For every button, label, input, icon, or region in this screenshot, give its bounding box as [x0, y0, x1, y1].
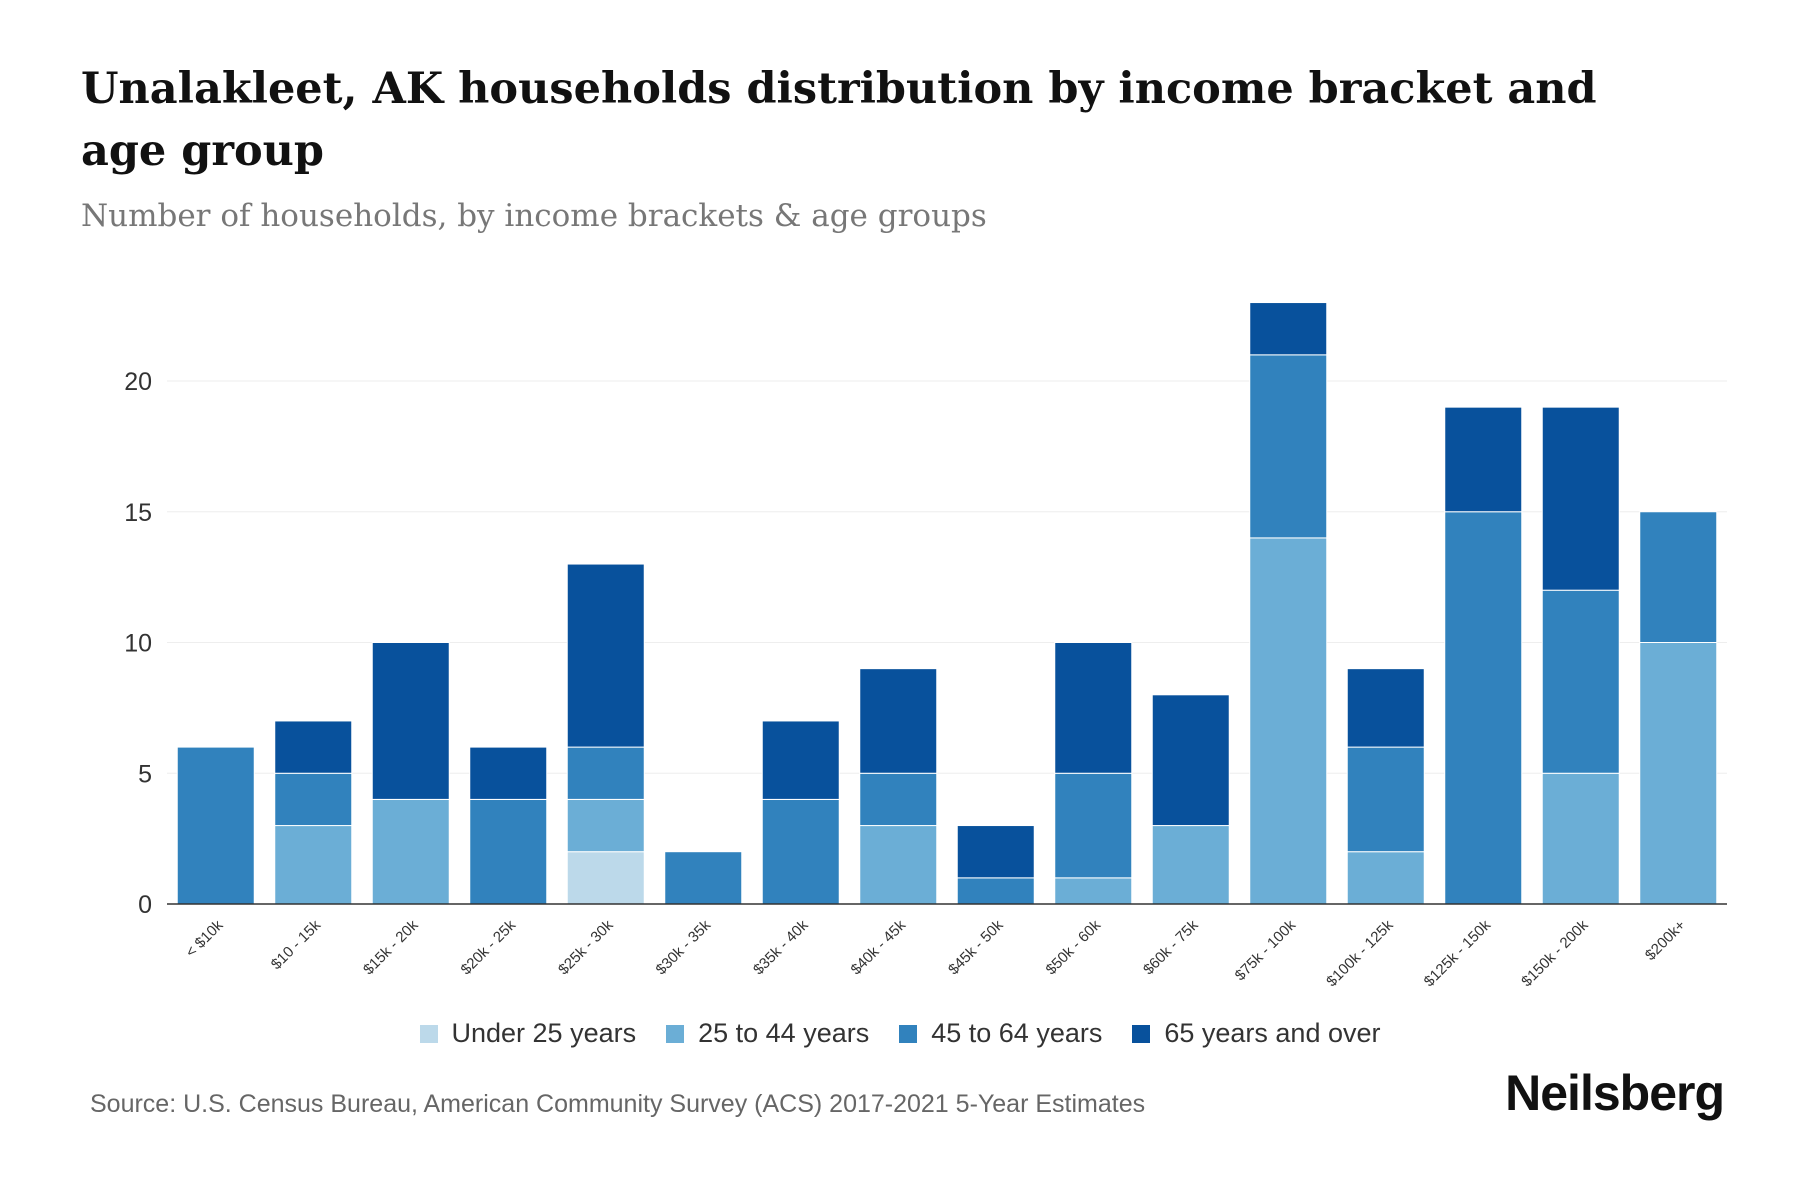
- bar-segment: [1346, 746, 1425, 853]
- bar-segment: [1639, 511, 1718, 643]
- bar-segment: [1054, 642, 1133, 774]
- bar-segment: [566, 851, 645, 905]
- legend-swatch: [1132, 1024, 1151, 1043]
- bar-segment: [1151, 694, 1230, 827]
- bar-segment: [1151, 825, 1230, 905]
- bar-segment: [566, 798, 645, 853]
- legend-swatch: [899, 1024, 918, 1043]
- x-tick-label: $20k - 25k: [458, 916, 520, 978]
- stacked-bar-chart: 0 5 10 15 20 < $10k $10 - 15k $15k - 20k $20k - …: [124, 302, 1727, 990]
- bar-segment: [956, 877, 1035, 905]
- y-tick-label: 20: [124, 368, 152, 396]
- x-tick-label: $35k - 40k: [750, 916, 812, 978]
- bar-segment: [1249, 354, 1328, 539]
- legend-label: 45 to 64 years: [931, 1018, 1103, 1048]
- bar-segment: [274, 825, 353, 905]
- legend-swatch: [419, 1024, 438, 1043]
- y-tick-label: 5: [138, 760, 152, 788]
- x-tick-label: $15k - 20k: [360, 916, 422, 978]
- x-tick-label: $25k - 30k: [555, 916, 617, 978]
- x-tick-label: $45k - 50k: [945, 916, 1007, 978]
- bar-segment: [274, 720, 353, 774]
- bar-segment: [371, 642, 450, 800]
- bar-segment: [176, 746, 255, 905]
- bar-segment: [1541, 406, 1620, 591]
- legend-item: 25 to 44 years: [666, 1018, 869, 1049]
- bar-segment: [1444, 511, 1523, 905]
- bar-segment: [1639, 642, 1718, 905]
- bar-segment: [1249, 302, 1328, 356]
- x-tick-label: $10 - 15k: [268, 916, 325, 973]
- bar-segment: [1541, 589, 1620, 774]
- x-tick-label: $40k - 45k: [848, 916, 910, 978]
- x-tick-label: < $10k: [182, 916, 227, 961]
- bar-segment: [859, 825, 938, 905]
- x-tick-label: $150k - 200k: [1518, 916, 1592, 990]
- bar-segment: [566, 746, 645, 800]
- legend-label: 65 years and over: [1164, 1018, 1381, 1048]
- bar-segment: [859, 772, 938, 827]
- source-note: Source: U.S. Census Bureau, American Com…: [90, 1090, 1146, 1118]
- x-tick-label: $30k - 35k: [653, 916, 715, 978]
- bar-segment: [1444, 406, 1523, 513]
- legend-label: Under 25 years: [451, 1018, 637, 1048]
- legend-label: 25 to 44 years: [698, 1018, 870, 1048]
- y-tick-label: 15: [124, 499, 152, 527]
- chart-title: Unalakleet, AK households distribution b…: [81, 64, 1597, 176]
- bar-segment: [761, 720, 840, 800]
- x-tick-label: $50k - 60k: [1043, 916, 1105, 978]
- legend: Under 25 years 25 to 44 years 45 to 64 yea…: [0, 1018, 1800, 1049]
- y-tick-label: 10: [124, 630, 152, 658]
- x-tick-label: $75k - 100k: [1232, 916, 1300, 984]
- legend-swatch: [666, 1024, 685, 1043]
- bar-segment: [1054, 877, 1133, 905]
- x-tick-label: $200k+: [1642, 917, 1689, 964]
- bar-segment: [1541, 772, 1620, 905]
- y-tick-label: 0: [138, 891, 152, 919]
- bar-segment: [274, 772, 353, 827]
- bar-segment: [1054, 772, 1133, 879]
- chart-subtitle: Number of households, by income brackets…: [81, 198, 987, 234]
- bar-segment: [566, 563, 645, 748]
- bar-segment: [761, 798, 840, 905]
- bar-segment: [956, 825, 1035, 879]
- legend-item: Under 25 years: [419, 1018, 637, 1049]
- bar-segment: [1346, 668, 1425, 748]
- bar-segment: [859, 668, 938, 774]
- legend-item: 65 years and over: [1132, 1018, 1381, 1049]
- bar-segment: [371, 798, 450, 905]
- x-tick-label: $100k - 125k: [1323, 916, 1397, 990]
- bar-segment: [469, 746, 548, 800]
- x-tick-label: $60k - 75k: [1140, 916, 1202, 978]
- bar-segment: [1249, 537, 1328, 905]
- legend-item: 45 to 64 years: [899, 1018, 1102, 1049]
- brand-logo: Neilsberg: [1505, 1065, 1725, 1121]
- bar-segment: [469, 798, 548, 905]
- x-tick-label: $125k - 150k: [1421, 916, 1495, 990]
- bar-segment: [664, 851, 743, 905]
- bar-segment: [1346, 851, 1425, 905]
